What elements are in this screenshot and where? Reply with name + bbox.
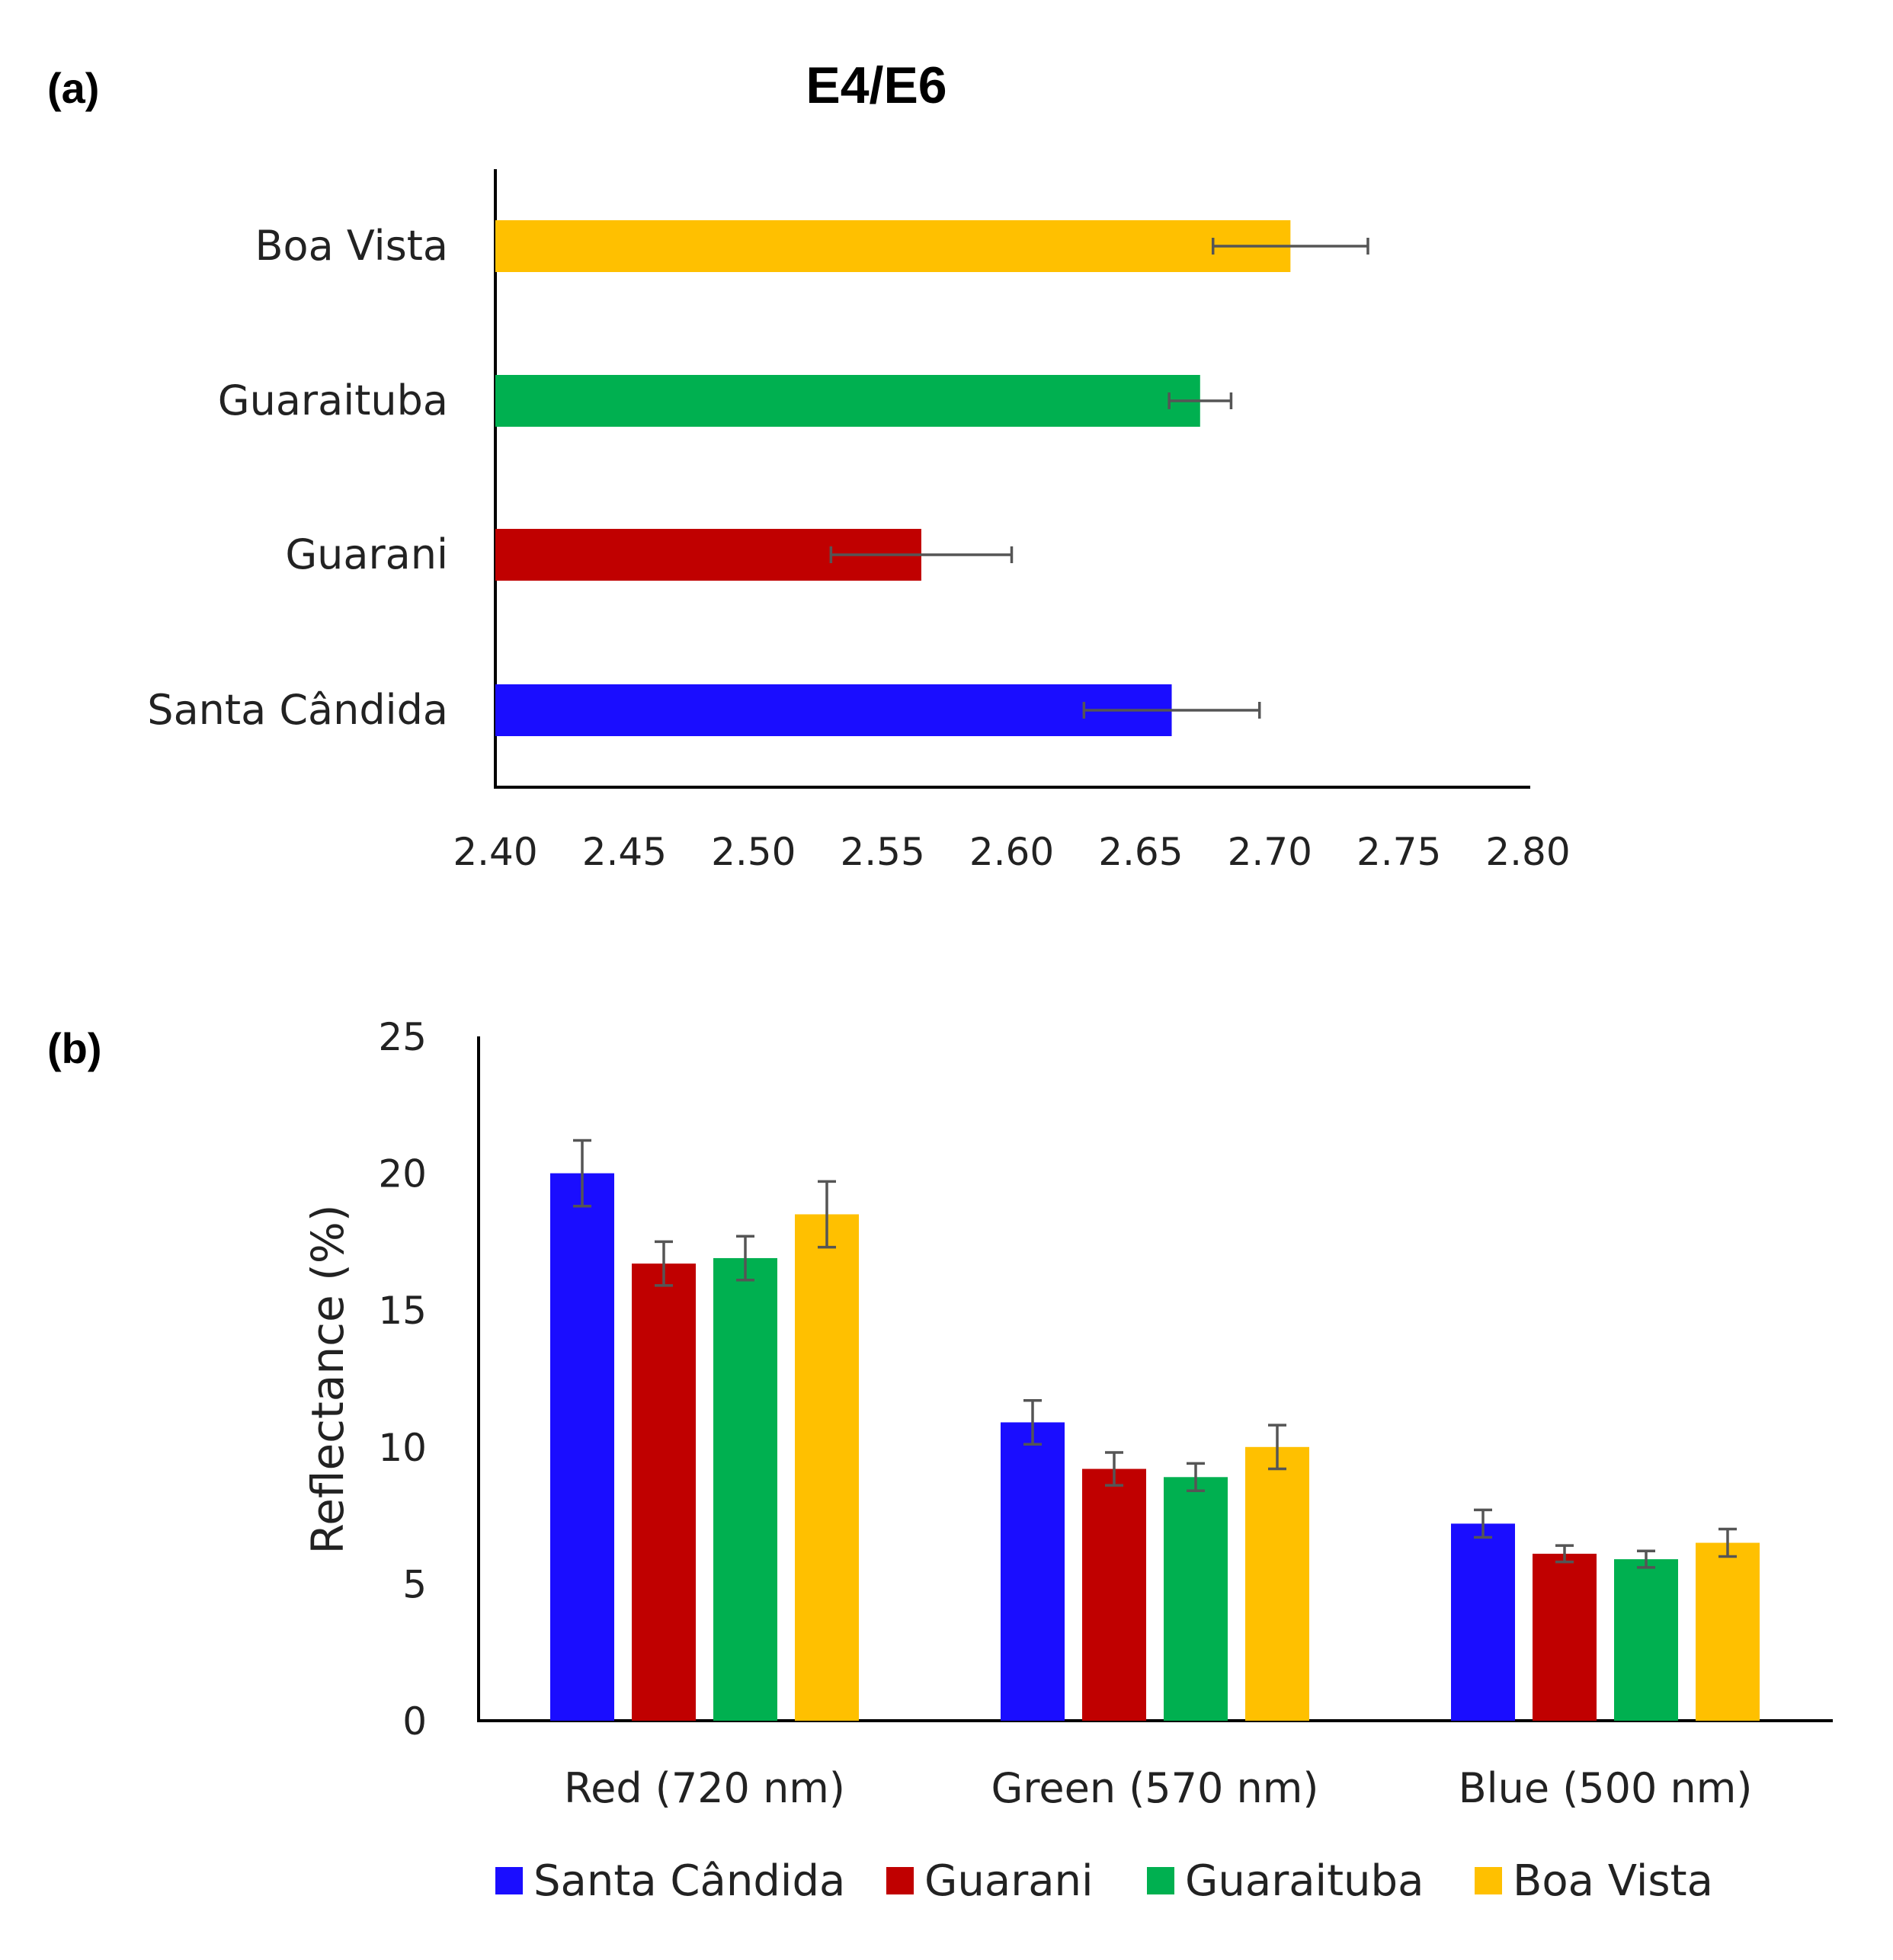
bar-green-570-nm-santa-candida xyxy=(1001,1422,1065,1721)
legend-swatch-boa-vista xyxy=(1475,1867,1502,1894)
panel-a: (a) E4/E6 Santa Cândida Guarani Guaraituba… xyxy=(47,56,1571,874)
legend-label-guarani: Guarani xyxy=(924,1856,1094,1906)
x-tick-label: 2.70 xyxy=(1228,830,1312,874)
chart-a-title: E4/E6 xyxy=(806,56,947,114)
bar-green-570-nm-guarani xyxy=(1082,1468,1146,1721)
category-label-green-570-nm: Green (570 nm) xyxy=(991,1764,1319,1812)
bar-blue-500-nm-santa-candida xyxy=(1451,1523,1515,1721)
legend-swatch-guarani xyxy=(886,1867,914,1894)
x-tick-label: 2.75 xyxy=(1356,830,1441,874)
chart-b-category-labels: Red (720 nm) Green (570 nm) Blue (500 nm) xyxy=(564,1764,1752,1812)
legend-swatch-santa-candida xyxy=(495,1867,523,1894)
bar-guaraituba xyxy=(495,375,1200,427)
bar-blue-500-nm-boa-vista xyxy=(1696,1542,1760,1721)
chart-a-tick-labels: 2.40 2.45 2.50 2.55 2.60 2.65 2.70 2.75 2.80 xyxy=(453,830,1570,874)
category-label-guaraituba: Guaraituba xyxy=(218,376,448,424)
y-tick-label: 20 xyxy=(378,1152,427,1196)
y-tick-label: 15 xyxy=(378,1289,427,1333)
x-tick-label: 2.50 xyxy=(711,830,796,874)
chart-b-tick-labels: 0 5 10 15 20 25 xyxy=(378,1015,427,1744)
legend-label-boa-vista: Boa Vista xyxy=(1513,1856,1713,1906)
category-label-santa-candida: Santa Cândida xyxy=(147,686,448,734)
panel-b-label: (b) xyxy=(47,1024,102,1072)
bar-red-720-nm-santa-candida xyxy=(550,1173,614,1721)
chart-a-category-labels: Santa Cândida Guarani Guaraituba Boa Vista xyxy=(147,222,448,734)
bar-red-720-nm-guaraituba xyxy=(713,1257,777,1721)
chart-b-legend: Santa Cândida Guarani Guaraituba Boa Vista xyxy=(495,1856,1713,1906)
chart-b-bars xyxy=(550,1139,1760,1721)
legend-label-guaraituba: Guaraituba xyxy=(1185,1856,1424,1906)
x-tick-label: 2.80 xyxy=(1485,830,1570,874)
y-tick-label: 5 xyxy=(402,1562,427,1606)
legend-swatch-guaraituba xyxy=(1147,1867,1174,1894)
category-label-red-720-nm: Red (720 nm) xyxy=(564,1764,845,1812)
chart-a-bars xyxy=(495,220,1369,736)
x-tick-label: 2.40 xyxy=(453,830,537,874)
bar-red-720-nm-boa-vista xyxy=(795,1214,859,1721)
bar-blue-500-nm-guarani xyxy=(1533,1553,1597,1721)
category-label-guarani: Guarani xyxy=(285,530,448,578)
category-label-blue-500-nm: Blue (500 nm) xyxy=(1459,1764,1753,1812)
y-tick-label: 10 xyxy=(378,1426,427,1470)
bar-blue-500-nm-guaraituba xyxy=(1614,1559,1678,1721)
x-tick-label: 2.45 xyxy=(582,830,667,874)
bar-green-570-nm-boa-vista xyxy=(1245,1446,1309,1721)
legend-label-santa-candida: Santa Cândida xyxy=(533,1856,845,1906)
bar-green-570-nm-guaraituba xyxy=(1164,1477,1228,1721)
bar-santa-candida xyxy=(495,684,1172,736)
category-label-boa-vista: Boa Vista xyxy=(255,222,449,270)
y-tick-label: 25 xyxy=(378,1015,427,1059)
x-tick-label: 2.65 xyxy=(1098,830,1183,874)
bar-red-720-nm-guarani xyxy=(632,1263,696,1721)
chart-b-y-axis-label: Reflectance (%) xyxy=(302,1205,354,1555)
bar-boa-vista xyxy=(495,220,1291,272)
x-tick-label: 2.60 xyxy=(969,830,1054,874)
panel-a-label: (a) xyxy=(47,64,99,112)
y-tick-label: 0 xyxy=(402,1699,427,1744)
x-tick-label: 2.55 xyxy=(840,830,924,874)
panel-b: (b) Reflectance (%) 0 5 10 15 20 25 Red (720 … xyxy=(47,1015,1833,1906)
